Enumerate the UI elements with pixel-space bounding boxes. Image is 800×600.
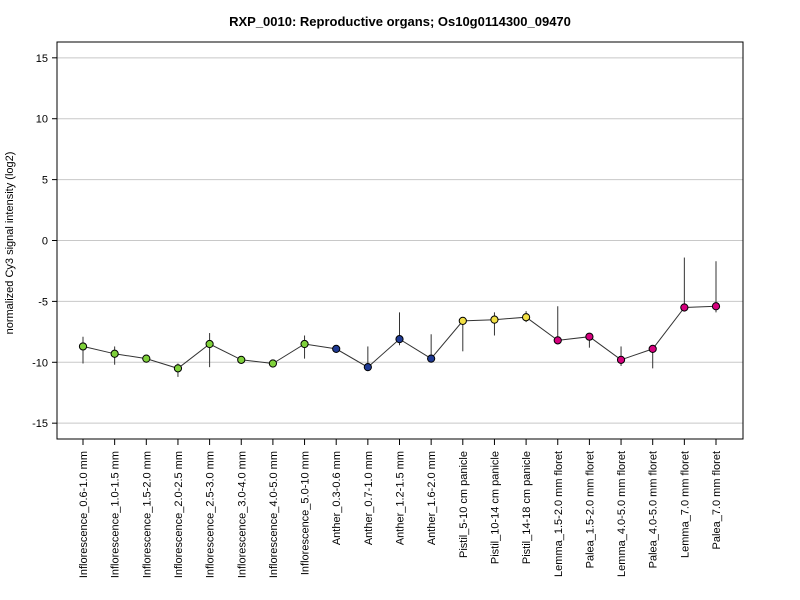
x-tick-label: Anther_1.2-1.5 mm [395,451,407,545]
x-tick-label: Palea_7.0 mm floret [711,451,723,549]
y-tick-label: -5 [38,296,48,308]
data-point [680,303,689,312]
x-tick-label: Anther_0.7-1.0 mm [363,451,375,545]
data-points [78,302,721,373]
data-point [711,302,721,311]
data-point [648,344,657,353]
data-point [553,336,562,345]
data-point [585,332,594,341]
y-tick-label: 10 [36,114,48,126]
x-tick-label: Lemma_7.0 mm floret [679,451,691,558]
x-tick-label: Anther_0.3-0.6 mm [331,451,343,545]
x-tick-label: Inflorescence_2.5-3.0 mm [205,451,217,578]
data-point [427,354,436,363]
data-point [300,339,309,349]
x-tick-label: Lemma_4.0-5.0 mm floret [616,451,628,577]
y-tick-label: -15 [32,418,48,430]
x-tick-label: Inflorescence_4.0-5.0 mm [268,451,280,578]
x-tick-label: Inflorescence_2.0-2.5 mm [173,451,185,578]
y-axis-label: normalized Cy3 signal intensity (log2) [4,152,16,335]
chart-title: RXP_0010: Reproductive organs; Os10g0114… [229,14,571,29]
y-axis: -15 -10 -5 0 5 10 15 [32,53,57,430]
x-tick-label: Pistil_14-18 cm panicle [521,451,533,564]
x-tick-label: Inflorescence_3.0-4.0 mm [236,451,248,578]
x-tick-label: Inflorescence_5.0-10 mm [300,451,312,575]
data-point [110,349,119,358]
data-point [616,355,626,364]
y-tick-label: 15 [36,53,48,65]
x-tick-label: Inflorescence_0.6-1.0 mm [78,451,90,578]
plot-frame [56,41,744,440]
x-tick-label: Lemma_1.5-2.0 mm floret [553,451,565,577]
data-point [363,363,372,372]
x-tick-label: Palea_4.0-5.0 mm floret [648,451,660,568]
x-tick-label: Inflorescence_1.0-1.5 mm [110,451,122,578]
data-point [205,339,214,349]
x-tick-label: Pistil_10-14 cm panicle [489,451,501,564]
y-tick-label: 0 [42,236,48,248]
data-point [395,335,404,344]
grid-layer [57,57,743,424]
data-point [237,355,246,364]
data-point [490,315,499,324]
y-tick-label: 5 [42,175,48,187]
x-tick-label: Inflorescence_1.5-2.0 mm [141,451,153,578]
data-point [458,316,467,325]
data-point [78,342,88,351]
data-point [142,354,151,363]
data-point [173,364,183,373]
data-point [522,313,531,322]
y-tick-label: -10 [32,357,48,369]
x-tick-label: Anther_1.6-2.0 mm [426,451,438,545]
data-point [268,359,277,368]
data-point [332,344,341,353]
x-tick-label: Pistil_5-10 cm panicle [458,451,470,558]
x-tick-label: Palea_1.5-2.0 mm floret [584,451,596,568]
x-axis: Inflorescence_0.6-1.0 mm Inflorescence_1.… [78,439,723,578]
